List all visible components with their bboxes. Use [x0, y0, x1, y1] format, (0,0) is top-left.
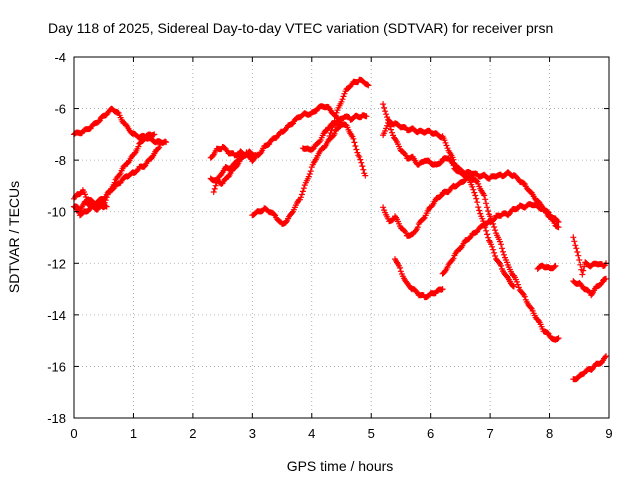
series-s19: [570, 275, 609, 299]
x-axis-label: GPS time / hours: [287, 458, 394, 474]
axis-ticks: 0 1 2 3 4 5 6 7 8 9 -18 -16 -14 -12 -10 -8 -6 -4: [47, 50, 612, 441]
series-markers: [299, 112, 370, 153]
x-tick-label: 3: [249, 426, 256, 441]
series-markers: [380, 174, 562, 343]
series-s17: [570, 353, 609, 383]
series-markers: [71, 131, 158, 214]
series-s15: [439, 201, 562, 277]
x-tick-label: 5: [368, 426, 375, 441]
series-s2: [71, 131, 158, 214]
y-tick-label: -6: [54, 102, 66, 117]
series-markers: [380, 117, 562, 225]
data-points: [71, 76, 609, 383]
y-tick-label: -4: [54, 50, 66, 65]
x-tick-label: 9: [605, 426, 612, 441]
series-s14: [392, 256, 446, 301]
series-s8: [249, 121, 369, 227]
y-axis-label: SDTVAR / TECUs: [6, 181, 22, 293]
y-tick-label: -12: [47, 256, 66, 271]
series-markers: [570, 353, 609, 383]
series-markers: [249, 121, 369, 227]
series-s11: [380, 117, 562, 225]
series-markers: [439, 201, 562, 277]
series-s18: [570, 234, 609, 278]
y-tick-label: -10: [47, 205, 66, 220]
series-s5: [207, 103, 345, 165]
y-tick-label: -16: [47, 359, 66, 374]
series-markers: [207, 149, 250, 187]
series-markers: [534, 262, 559, 272]
series-markers: [71, 105, 170, 146]
series-markers: [207, 103, 345, 165]
series-s9: [299, 112, 370, 153]
series-markers: [392, 256, 446, 301]
series-s16: [534, 262, 559, 272]
x-tick-label: 8: [546, 426, 553, 441]
y-tick-label: -18: [47, 411, 66, 426]
series-markers: [570, 234, 609, 278]
series-s1: [71, 105, 170, 146]
series-s7: [207, 149, 250, 187]
chart-title: Day 118 of 2025, Sidereal Day-to-day VTE…: [48, 20, 553, 36]
y-tick-label: -14: [47, 308, 66, 323]
grid-lines: [74, 57, 609, 418]
x-tick-label: 7: [486, 426, 493, 441]
x-tick-label: 0: [70, 426, 77, 441]
x-tick-label: 6: [427, 426, 434, 441]
x-tick-label: 1: [130, 426, 137, 441]
series-markers: [326, 76, 372, 139]
y-tick-label: -8: [54, 153, 66, 168]
series-markers: [570, 275, 609, 299]
x-tick-label: 4: [308, 426, 315, 441]
series-s13: [380, 174, 562, 343]
x-tick-label: 2: [189, 426, 196, 441]
plot-frame: [73, 56, 610, 419]
series-s10: [326, 76, 372, 139]
